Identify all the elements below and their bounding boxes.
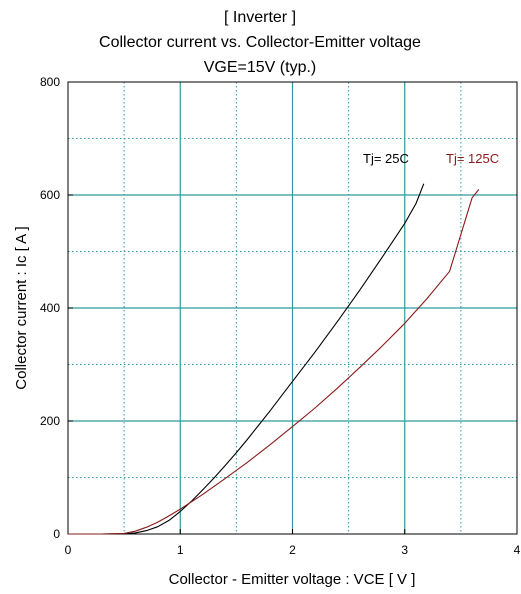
x-tick-label: 4 <box>514 543 521 557</box>
series-label-tj25: Tj= 25C <box>363 151 409 166</box>
x-axis-label: Collector - Emitter voltage : VCE [ V ] <box>169 571 416 588</box>
chart-title-line-1: [ Inverter ] <box>224 9 296 26</box>
x-tick-label: 0 <box>65 543 72 557</box>
y-tick-label: 0 <box>53 527 60 541</box>
x-tick-label: 2 <box>289 543 296 557</box>
y-axis-label: Collector current : Ic [ A ] <box>13 226 30 389</box>
grid <box>68 82 517 534</box>
series-line-tj25 <box>68 183 425 535</box>
x-tick-label: 1 <box>177 543 184 557</box>
y-tick-label: 800 <box>40 75 60 89</box>
series-line-tj125 <box>68 189 480 535</box>
chart-title-line-2: Collector current vs. Collector-Emitter … <box>99 34 421 51</box>
y-tick-label: 600 <box>40 188 60 202</box>
series-label-tj125: Tj= 125C <box>446 151 499 166</box>
y-tick-label: 200 <box>40 414 60 428</box>
series <box>68 183 480 535</box>
chart-title-line-3: VGE=15V (typ.) <box>204 59 317 76</box>
y-tick-label: 400 <box>40 301 60 315</box>
ticks: 0 1 2 3 4 0 200 400 600 800 <box>40 75 521 557</box>
x-tick-label: 3 <box>401 543 408 557</box>
